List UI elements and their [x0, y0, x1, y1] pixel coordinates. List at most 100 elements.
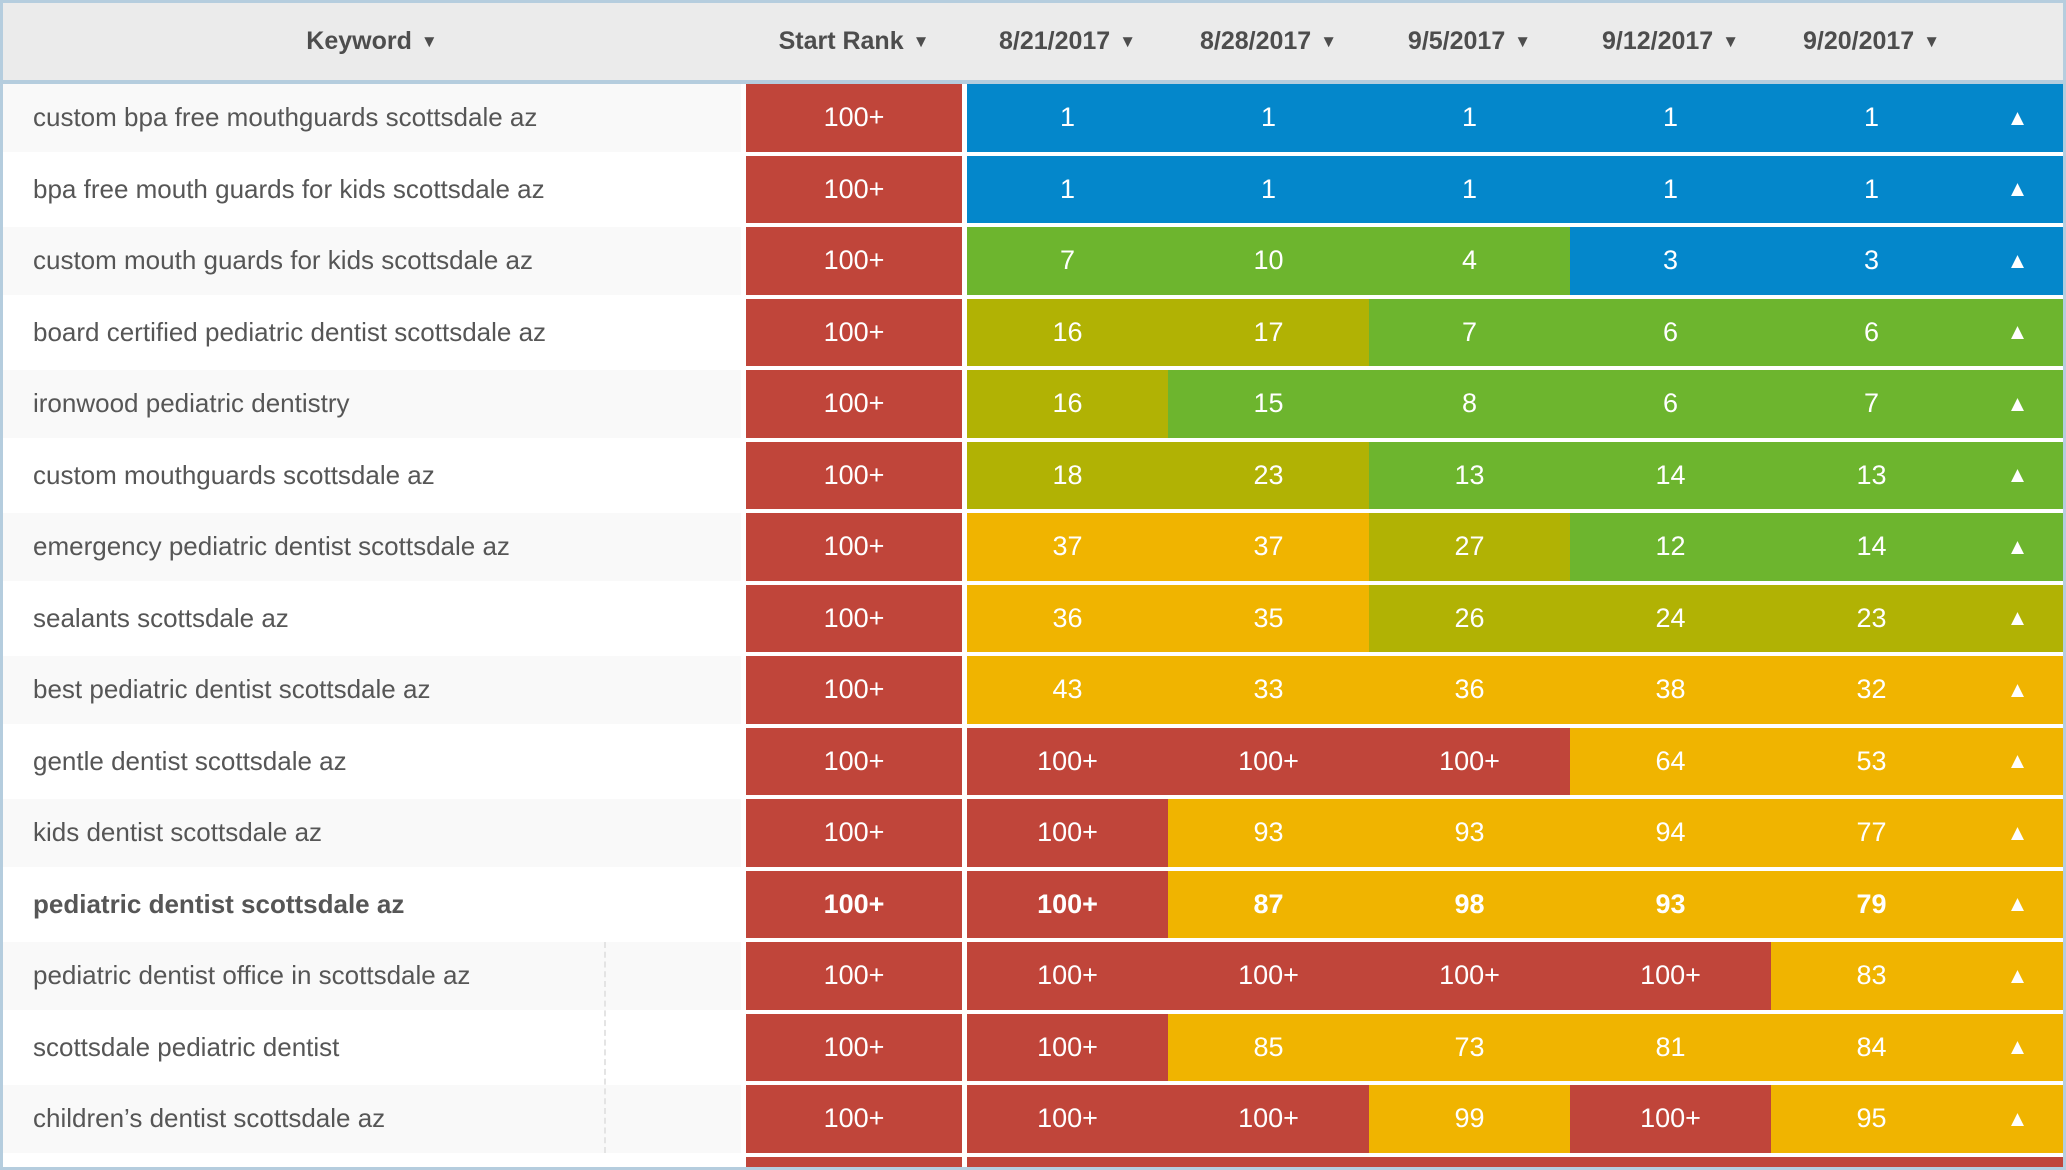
rank-cell[interactable]: 32: [1771, 656, 1972, 724]
keyword-cell[interactable]: best pediatric dentist scottsdale az: [3, 656, 741, 724]
start-rank-cell[interactable]: 100+: [746, 727, 962, 795]
rank-cell[interactable]: 36: [967, 584, 1168, 652]
rank-cell[interactable]: 27: [1369, 513, 1570, 581]
rank-cell[interactable]: 100+: [967, 1013, 1168, 1081]
rank-cell[interactable]: 17: [1168, 298, 1369, 366]
start-rank-cell[interactable]: 100+: [746, 84, 962, 152]
rank-cell[interactable]: 100+: [967, 727, 1168, 795]
start-rank-cell[interactable]: 100+: [746, 370, 962, 438]
trend-arrow-cell[interactable]: ▲: [1972, 513, 2063, 581]
keyword-cell[interactable]: [3, 1156, 741, 1167]
rank-cell[interactable]: 93: [1570, 870, 1771, 938]
rank-cell[interactable]: 1: [967, 84, 1168, 152]
column-header-date-4[interactable]: 9/12/2017 ▼: [1570, 3, 1771, 80]
keyword-cell[interactable]: pediatric dentist scottsdale az: [3, 870, 741, 938]
rank-cell[interactable]: 100+: [1570, 942, 1771, 1010]
rank-cell[interactable]: 6: [1570, 298, 1771, 366]
start-rank-cell[interactable]: 100+: [746, 656, 962, 724]
rank-cell[interactable]: 3: [1570, 227, 1771, 295]
rank-cell[interactable]: 24: [1570, 584, 1771, 652]
rank-cell[interactable]: 1: [967, 155, 1168, 223]
rank-cell[interactable]: 14: [1570, 441, 1771, 509]
rank-cell[interactable]: 3: [1771, 227, 1972, 295]
rank-cell[interactable]: 13: [1771, 441, 1972, 509]
rank-cell[interactable]: 79: [1771, 870, 1972, 938]
start-rank-cell[interactable]: 100+: [746, 155, 962, 223]
column-header-start-rank[interactable]: Start Rank ▼: [746, 3, 962, 80]
trend-arrow-cell[interactable]: [1972, 1156, 2063, 1167]
rank-cell[interactable]: 100+: [967, 870, 1168, 938]
keyword-cell[interactable]: board certified pediatric dentist scotts…: [3, 298, 741, 366]
start-rank-cell[interactable]: 100+: [746, 942, 962, 1010]
trend-arrow-cell[interactable]: ▲: [1972, 799, 2063, 867]
rank-cell[interactable]: 1: [1168, 84, 1369, 152]
rank-cell[interactable]: 14: [1771, 513, 1972, 581]
keyword-cell[interactable]: ironwood pediatric dentistry: [3, 370, 741, 438]
column-header-date-3[interactable]: 9/5/2017 ▼: [1369, 3, 1570, 80]
trend-arrow-cell[interactable]: ▲: [1972, 584, 2063, 652]
rank-cell[interactable]: 7: [1369, 298, 1570, 366]
start-rank-cell[interactable]: 100+: [746, 1085, 962, 1153]
rank-cell[interactable]: 6: [1771, 298, 1972, 366]
column-header-date-5[interactable]: 9/20/2017 ▼: [1771, 3, 1972, 80]
rank-cell[interactable]: 1: [1369, 155, 1570, 223]
rank-cell[interactable]: [1369, 1156, 1570, 1167]
rank-cell[interactable]: 83: [1771, 942, 1972, 1010]
column-header-date-2[interactable]: 8/28/2017 ▼: [1168, 3, 1369, 80]
start-rank-cell[interactable]: 100+: [746, 870, 962, 938]
rank-cell[interactable]: 100+: [1168, 942, 1369, 1010]
rank-cell[interactable]: 7: [967, 227, 1168, 295]
keyword-cell[interactable]: bpa free mouth guards for kids scottsdal…: [3, 155, 741, 223]
rank-cell[interactable]: 1: [1369, 84, 1570, 152]
trend-arrow-cell[interactable]: ▲: [1972, 870, 2063, 938]
start-rank-cell[interactable]: 100+: [746, 441, 962, 509]
column-header-keyword[interactable]: Keyword ▼: [3, 3, 741, 80]
keyword-cell[interactable]: gentle dentist scottsdale az: [3, 727, 741, 795]
trend-arrow-cell[interactable]: ▲: [1972, 84, 2063, 152]
trend-arrow-cell[interactable]: ▲: [1972, 441, 2063, 509]
rank-cell[interactable]: 100+: [1570, 1085, 1771, 1153]
rank-cell[interactable]: 37: [1168, 513, 1369, 581]
rank-cell[interactable]: [1168, 1156, 1369, 1167]
rank-cell[interactable]: 33: [1168, 656, 1369, 724]
rank-cell[interactable]: 18: [967, 441, 1168, 509]
trend-arrow-cell[interactable]: ▲: [1972, 727, 2063, 795]
trend-arrow-cell[interactable]: ▲: [1972, 155, 2063, 223]
trend-arrow-cell[interactable]: ▲: [1972, 656, 2063, 724]
rank-cell[interactable]: 85: [1168, 1013, 1369, 1081]
rank-cell[interactable]: 93: [1168, 799, 1369, 867]
start-rank-cell[interactable]: 100+: [746, 513, 962, 581]
rank-cell[interactable]: 64: [1570, 727, 1771, 795]
rank-cell[interactable]: 6: [1570, 370, 1771, 438]
keyword-cell[interactable]: custom mouth guards for kids scottsdale …: [3, 227, 741, 295]
keyword-cell[interactable]: custom mouthguards scottsdale az: [3, 441, 741, 509]
trend-arrow-cell[interactable]: ▲: [1972, 298, 2063, 366]
rank-cell[interactable]: 35: [1168, 584, 1369, 652]
rank-cell[interactable]: [1570, 1156, 1771, 1167]
keyword-cell[interactable]: pediatric dentist office in scottsdale a…: [3, 942, 741, 1010]
trend-arrow-cell[interactable]: ▲: [1972, 1085, 2063, 1153]
rank-cell[interactable]: 13: [1369, 441, 1570, 509]
rank-cell[interactable]: 100+: [1369, 942, 1570, 1010]
rank-cell[interactable]: 84: [1771, 1013, 1972, 1081]
rank-cell[interactable]: 38: [1570, 656, 1771, 724]
rank-cell[interactable]: 23: [1168, 441, 1369, 509]
rank-cell[interactable]: 1: [1771, 84, 1972, 152]
keyword-cell[interactable]: emergency pediatric dentist scottsdale a…: [3, 513, 741, 581]
rank-cell[interactable]: 23: [1771, 584, 1972, 652]
start-rank-cell[interactable]: 100+: [746, 1013, 962, 1081]
rank-cell[interactable]: 53: [1771, 727, 1972, 795]
rank-cell[interactable]: 73: [1369, 1013, 1570, 1081]
keyword-cell[interactable]: children’s dentist scottsdale az: [3, 1085, 741, 1153]
start-rank-cell[interactable]: 100+: [746, 298, 962, 366]
keyword-cell[interactable]: custom bpa free mouthguards scottsdale a…: [3, 84, 741, 152]
start-rank-cell[interactable]: 100+: [746, 584, 962, 652]
rank-cell[interactable]: [1771, 1156, 1972, 1167]
rank-cell[interactable]: 100+: [967, 942, 1168, 1010]
rank-cell[interactable]: 37: [967, 513, 1168, 581]
rank-cell[interactable]: 100+: [1369, 727, 1570, 795]
trend-arrow-cell[interactable]: ▲: [1972, 227, 2063, 295]
rank-cell[interactable]: 100+: [967, 799, 1168, 867]
rank-cell[interactable]: 12: [1570, 513, 1771, 581]
rank-cell[interactable]: 1: [1168, 155, 1369, 223]
